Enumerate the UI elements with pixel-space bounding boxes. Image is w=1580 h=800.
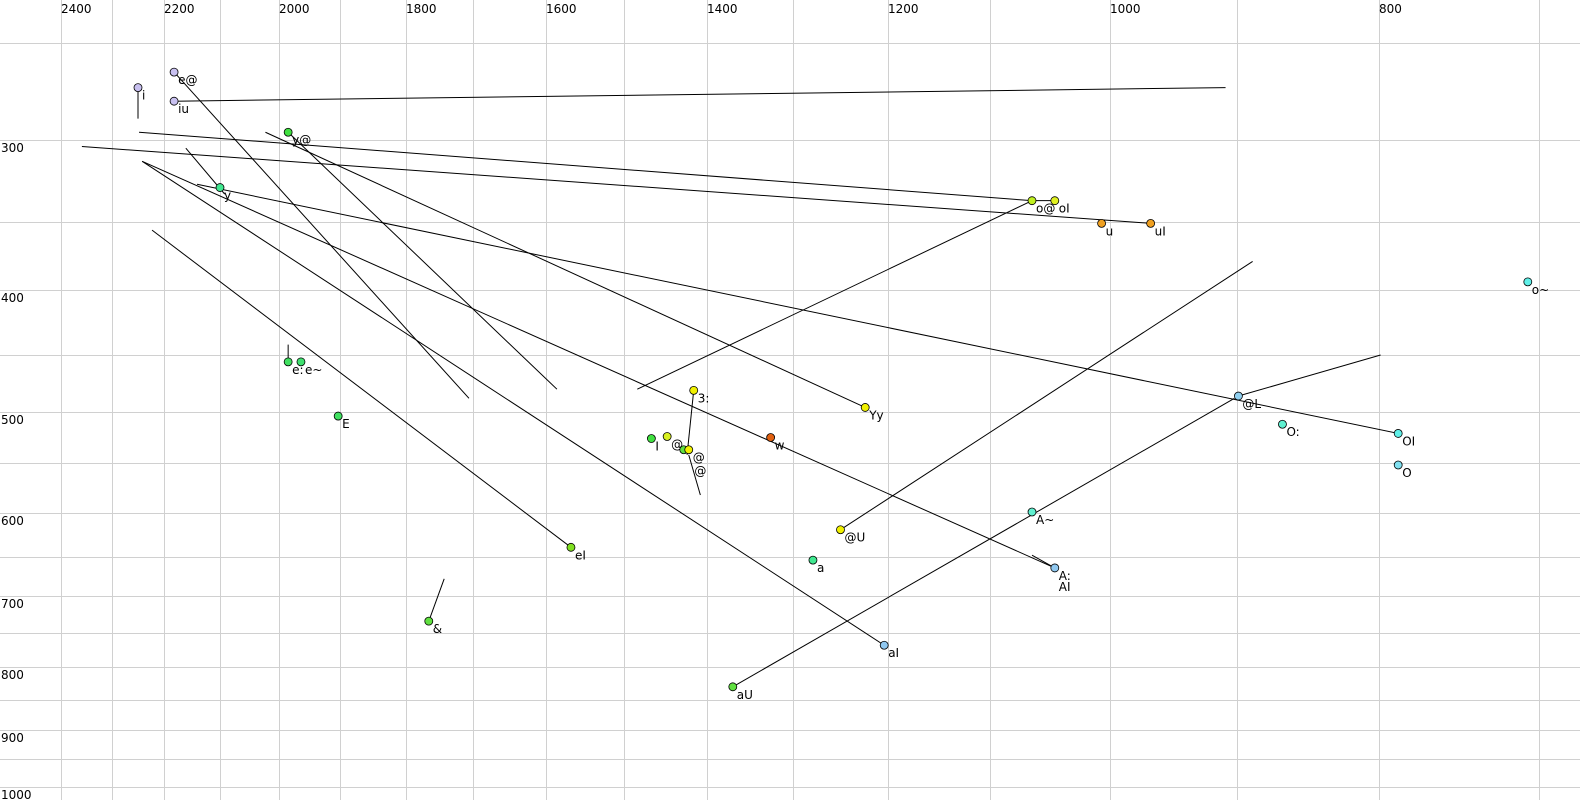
vowel-point (662, 432, 672, 441)
formant-trajectory (173, 71, 470, 399)
y-tick-label: 900 (1, 731, 24, 745)
vowel-label: uI (1155, 224, 1166, 238)
y-tick-label: 300 (1, 141, 24, 155)
vowel-label: @U (845, 531, 866, 545)
formant-trajectory (151, 229, 572, 548)
vowel-point (728, 682, 738, 692)
vowel-point (169, 96, 179, 106)
x-tick-label: 1000 (1110, 2, 1141, 16)
y-tick-label: 800 (1, 668, 24, 682)
x-tick-label: 2000 (279, 2, 310, 16)
vowel-label: aI (888, 646, 899, 660)
vowel-label: oI (1059, 202, 1070, 216)
vowel-label: E (342, 417, 350, 431)
vowel-point (283, 357, 293, 367)
vowel-label: iu (178, 102, 189, 116)
x-tick-label: 2400 (61, 2, 92, 16)
vowel-label: @ (693, 451, 705, 465)
vowel-point (860, 403, 870, 412)
vowel-point (1027, 507, 1037, 517)
vowel-point (1523, 277, 1533, 287)
vowel-point (1393, 460, 1403, 470)
vowel-label: OI (1402, 434, 1415, 448)
vowel-point (684, 445, 694, 455)
vowel-point (879, 640, 889, 650)
formant-trajectory (265, 131, 866, 408)
vowel-point (1050, 196, 1060, 206)
vowel-point (424, 616, 434, 626)
vowel-label: 3: (698, 391, 710, 405)
formant-trajectory (287, 131, 558, 390)
vowel-point (1234, 391, 1243, 401)
vowel-label: o@ (1036, 202, 1055, 216)
formant-trajectory (686, 390, 695, 455)
vowel-label: y@ (292, 133, 311, 147)
formant-trajectory (174, 87, 1226, 102)
formant-trajectory (840, 261, 1253, 531)
formant-trajectory (81, 146, 1151, 224)
vowel-label: w (775, 439, 785, 453)
vowel-point (766, 433, 776, 442)
vowel-label: aU (737, 688, 753, 702)
formant-trajectory (141, 160, 1056, 569)
vowel-label: o~ (1532, 283, 1549, 297)
vowel-point (1097, 218, 1106, 228)
vowel-label: u (1106, 224, 1114, 238)
vowel-label: AI (1059, 580, 1071, 594)
vowel-point (169, 67, 179, 77)
vowel-point (333, 411, 343, 421)
formant-trajectory (141, 160, 885, 646)
vowel-label: e~ (305, 363, 322, 377)
vowel-label: O: (1286, 425, 1299, 439)
vowel-point (1278, 419, 1287, 429)
y-tick-label: 400 (1, 291, 24, 305)
vowel-point (283, 127, 293, 137)
vowel-label: e: (292, 363, 303, 377)
vowel-point (689, 385, 699, 395)
formant-trajectory (688, 454, 701, 496)
vowel-point (1146, 218, 1156, 228)
x-tick-label: 1600 (546, 2, 577, 16)
vowel-label: A: (1059, 569, 1071, 583)
vowel-point (566, 542, 576, 552)
vowel-point (1393, 429, 1403, 438)
vowel-point (646, 434, 656, 443)
y-tick-label: 600 (1, 514, 24, 528)
vowel-label: a (817, 561, 824, 575)
vowel-label: & (433, 622, 442, 636)
y-tick-label: 700 (1, 597, 24, 611)
vowel-point (133, 83, 143, 93)
vowel-point (215, 183, 225, 192)
vowel-label: @ (694, 464, 706, 478)
x-tick-label: 800 (1379, 2, 1402, 16)
vowel-point (1050, 563, 1060, 573)
y-tick-label: 500 (1, 413, 24, 427)
vowel-point (1027, 196, 1037, 206)
formant-trajectory (139, 131, 1033, 202)
formant-trajectory (1238, 354, 1381, 397)
x-tick-label: 1800 (406, 2, 437, 16)
vowel-label: O (1402, 466, 1411, 480)
vowel-label: I (655, 440, 659, 454)
formant-trajectory (637, 200, 1033, 390)
vowel-label: @L (1242, 397, 1261, 411)
x-tick-label: 1200 (888, 2, 919, 16)
vowel-label: i (142, 89, 145, 103)
formant-trajectory (196, 183, 1399, 434)
vowel-label: eI (575, 548, 586, 562)
formant-trajectory (732, 397, 1235, 688)
x-tick-label: 2200 (164, 2, 195, 16)
vowel-point (296, 357, 306, 367)
y-tick-label: 1000 (1, 788, 32, 800)
vowel-label: e@ (178, 73, 197, 87)
vowel-label: y (224, 189, 231, 203)
vowel-point (836, 525, 845, 535)
formant-trajectory (428, 578, 445, 622)
vowel-label: A~ (1036, 513, 1054, 527)
vowel-label: Yy (868, 408, 883, 422)
vowel-point (808, 555, 818, 565)
x-tick-label: 1400 (707, 2, 738, 16)
